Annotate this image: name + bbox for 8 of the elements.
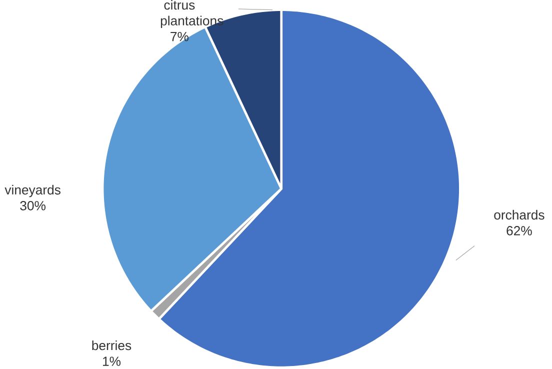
data-label: 1% [102,356,121,366]
data-label: 30% [20,201,46,210]
slice-label: berries [92,340,132,350]
data-label: 7% [170,32,188,42]
data-label: 62% [506,226,532,236]
slice-label: citrus plantations [160,0,224,28]
slice-label: orchards [494,210,544,220]
slice-label: vineyards [4,185,60,198]
